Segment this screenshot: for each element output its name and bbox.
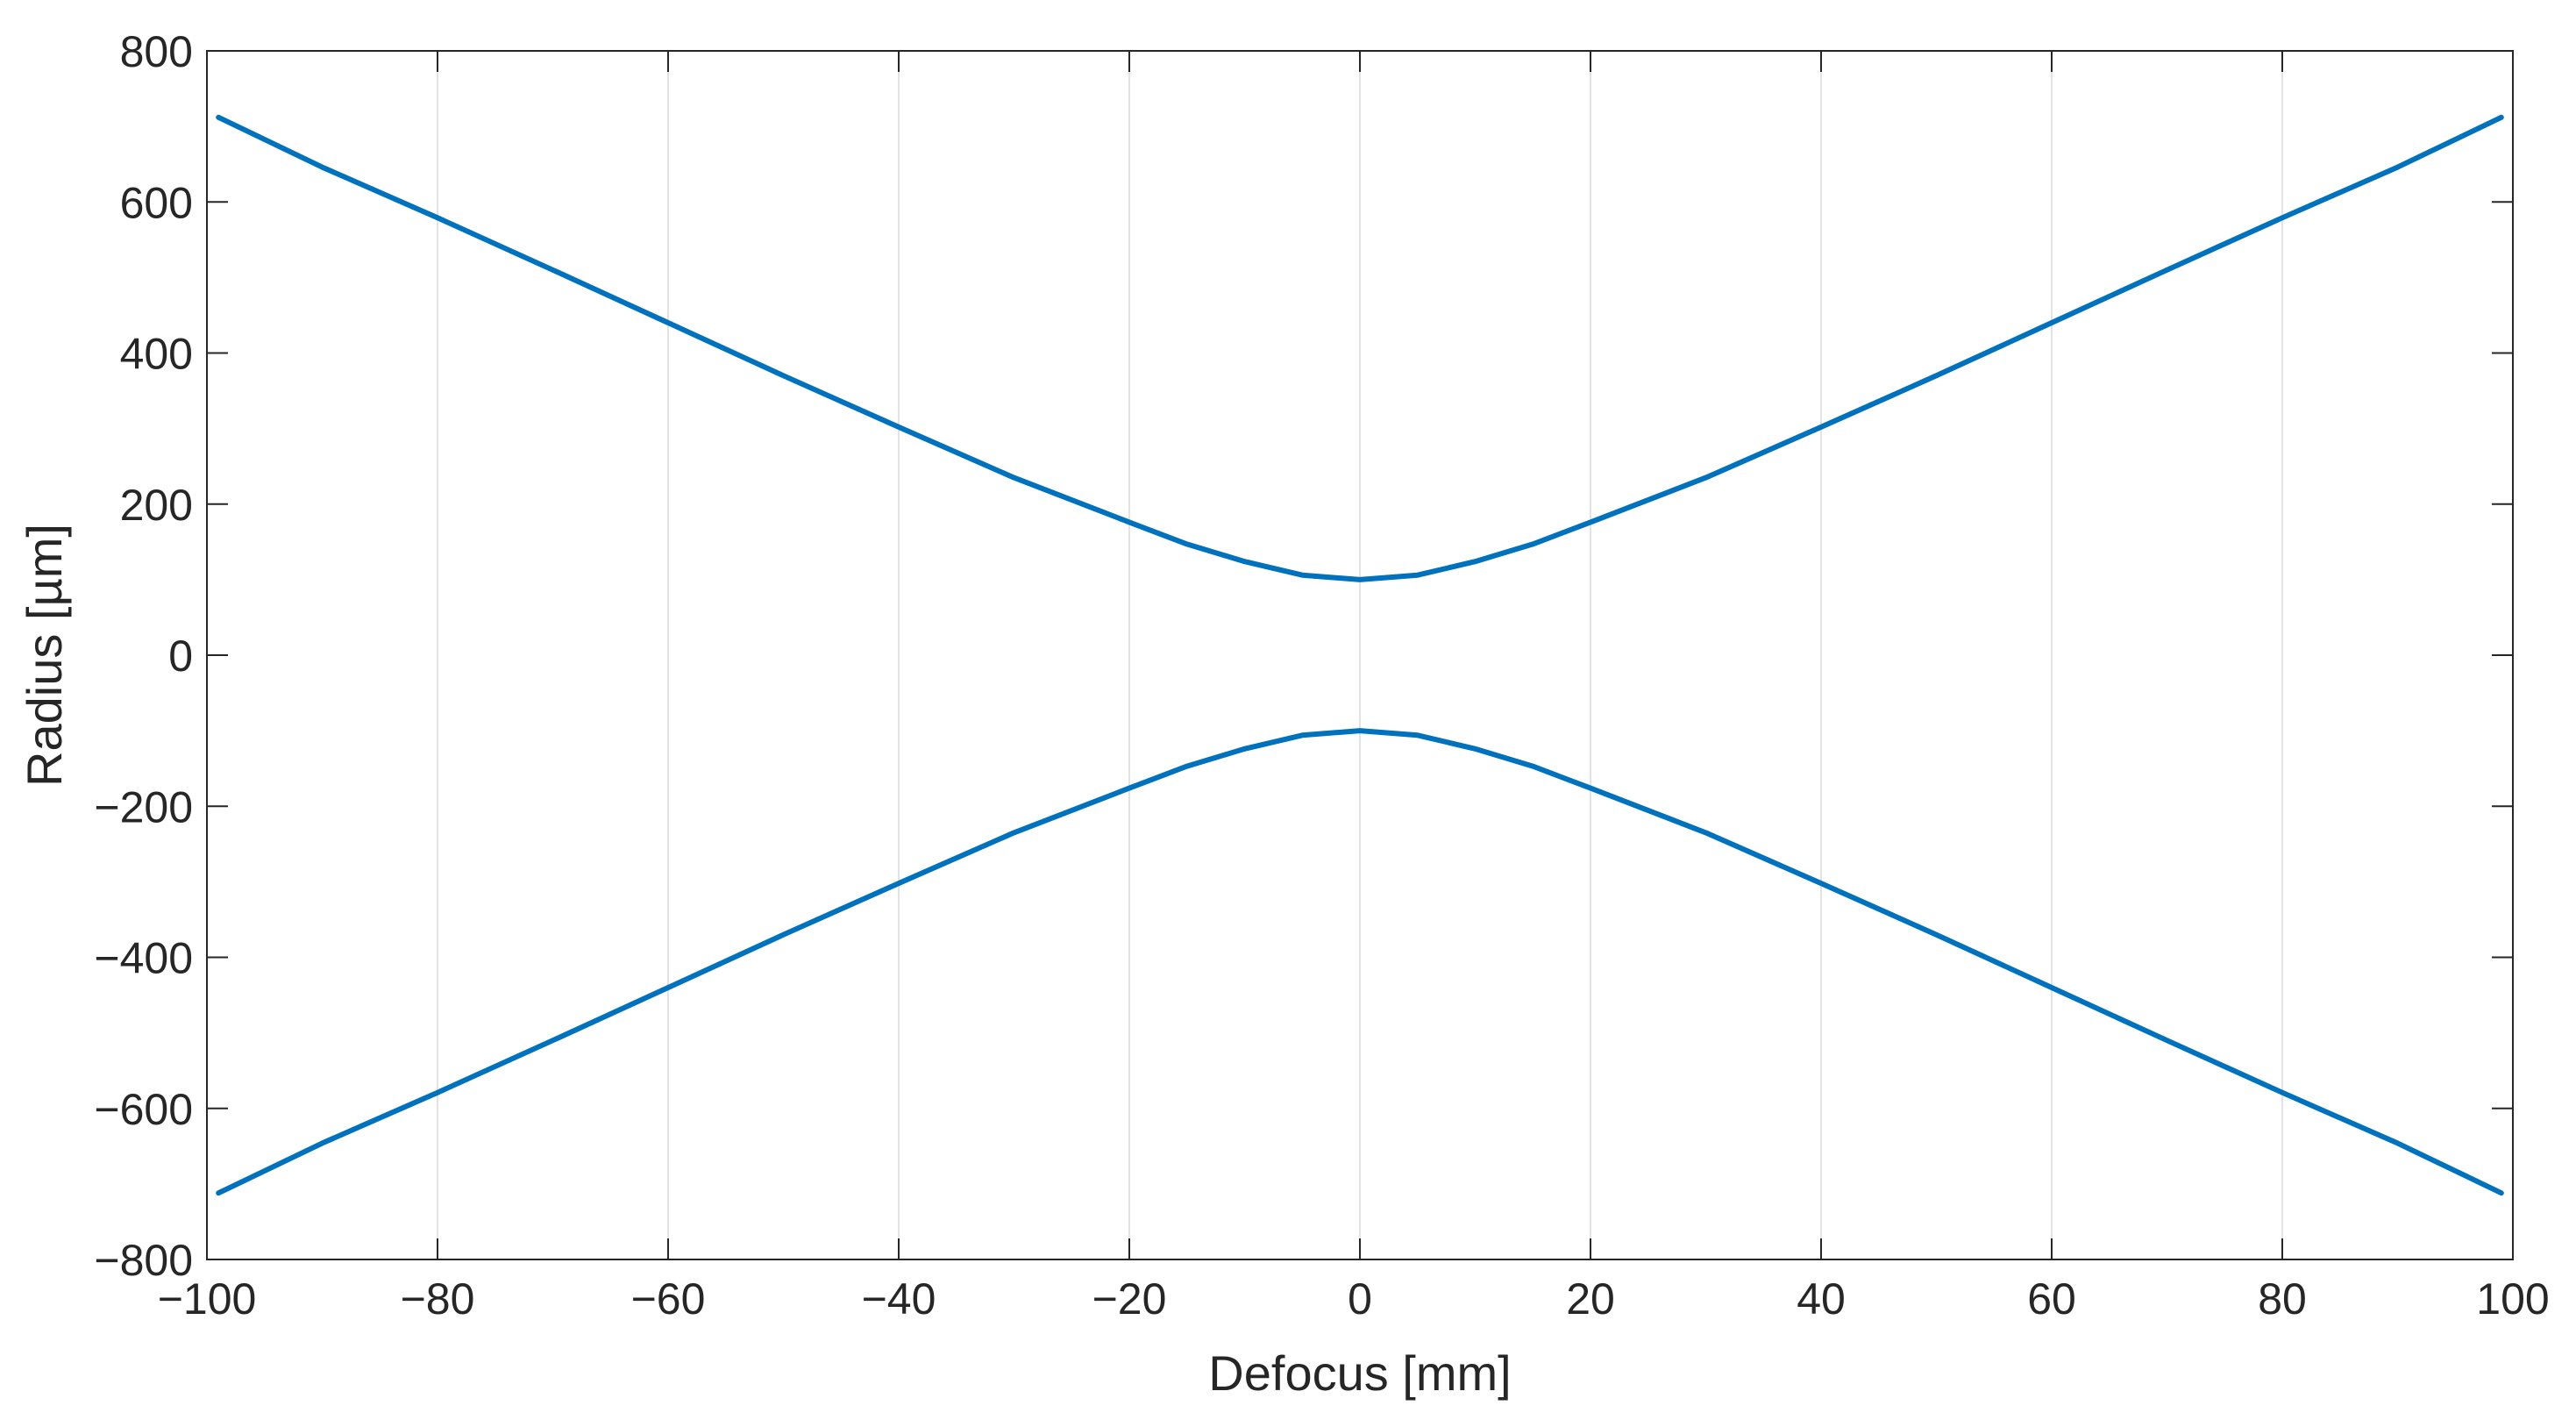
x-tick-label: 100 [2476,1274,2549,1324]
y-tick-label: −800 [94,1236,193,1285]
x-tick-label: 20 [1566,1274,1615,1324]
x-axis-title: Defocus [mm] [1208,1345,1511,1401]
y-tick-label: 200 [120,481,193,530]
x-tick-label: −40 [862,1274,936,1324]
x-tick-label: −100 [158,1274,257,1324]
y-tick-label: 0 [168,631,193,681]
y-tick-label: −600 [94,1085,193,1134]
x-tick-label: −20 [1092,1274,1167,1324]
x-tick-label: −80 [401,1274,475,1324]
y-tick-label: −200 [94,782,193,831]
series-layer [216,114,2504,1196]
x-tick-label: 80 [2258,1274,2307,1324]
tick-labels: −100 −80 −60 −40 −20 0 20 40 60 80 100800600400200… [94,27,2549,1324]
x-tick-label: 40 [1797,1274,1846,1324]
x-tick-label: 0 [1348,1274,1372,1324]
x-tick-label: 60 [2027,1274,2076,1324]
axes [206,50,2514,1260]
y-tick-label: 800 [120,27,193,76]
series-line-1 [216,114,2504,582]
y-tick-label: 600 [120,178,193,227]
y-tick-label: 400 [120,330,193,379]
y-axis-title: Radius [µm] [17,524,72,787]
y-tick-label: −400 [94,934,193,983]
grid [437,51,2283,1259]
x-tick-label: −60 [631,1274,706,1324]
series-line-2 [216,728,2504,1196]
